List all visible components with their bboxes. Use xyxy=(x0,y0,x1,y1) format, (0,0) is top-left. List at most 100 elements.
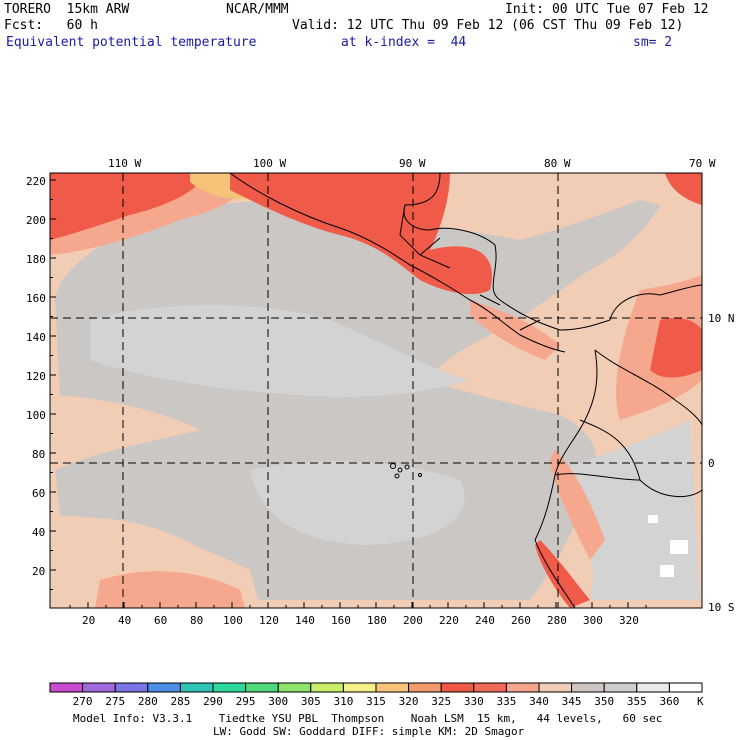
salmon-region-andes xyxy=(550,450,605,560)
white-patch xyxy=(648,515,658,523)
x-label: 20 xyxy=(82,614,96,627)
colorbar-swatch xyxy=(245,682,279,693)
colorbar-level-label: 335 xyxy=(496,695,517,708)
salmon-band xyxy=(95,571,245,608)
field-name: Equivalent potential temperature xyxy=(6,35,257,50)
colorbar-level-label: 305 xyxy=(300,695,321,708)
colorbar xyxy=(49,682,703,693)
x-label: 160 xyxy=(331,614,351,627)
border-lines-sa xyxy=(554,349,702,498)
colorbar-level-label: 330 xyxy=(463,695,484,708)
colorbar-swatch xyxy=(212,682,247,693)
colorbar-level-label: 285 xyxy=(170,695,191,708)
red-region-mx xyxy=(230,173,492,295)
y-label: 20 xyxy=(32,565,46,578)
colorbar-level-label: 360 xyxy=(659,695,680,708)
colorbar-swatch xyxy=(49,682,84,693)
y-label: 140 xyxy=(26,331,46,344)
x-label: 60 xyxy=(154,614,168,627)
x-label: 120 xyxy=(259,614,279,627)
graticule xyxy=(50,173,702,608)
colorbar-swatch xyxy=(440,682,475,693)
y-label: 160 xyxy=(26,292,46,305)
x-label: 260 xyxy=(511,614,531,627)
lat-label-10s: 10 S xyxy=(708,601,735,614)
smoothing-info: sm= 2 xyxy=(633,35,673,50)
galapagos-island xyxy=(397,467,403,473)
border-lines xyxy=(399,204,541,331)
colorbar-level-label: 280 xyxy=(137,695,158,708)
colorbar-swatch xyxy=(571,682,605,693)
lat-label-10n: 10 N xyxy=(708,312,735,325)
colorbar-swatch xyxy=(179,682,214,693)
lon-label-70w: 70 W xyxy=(689,157,716,170)
colorbar-swatch xyxy=(636,682,670,693)
lightgray-region xyxy=(250,461,465,545)
y-label: 220 xyxy=(26,175,46,188)
galapagos-island xyxy=(394,473,400,479)
colorbar-level-label: 345 xyxy=(561,695,582,708)
red-region-ne xyxy=(665,173,702,205)
colorbar-unit: K xyxy=(697,695,704,708)
x-label: 200 xyxy=(403,614,423,627)
lightgray-region xyxy=(90,305,470,397)
colorbar-level-label: 310 xyxy=(333,695,354,708)
colorbar-swatch xyxy=(147,682,181,693)
x-label: 280 xyxy=(547,614,567,627)
y-label: 100 xyxy=(26,409,46,422)
white-patch xyxy=(670,540,688,554)
colorbar-swatch xyxy=(408,682,442,693)
x-label: 320 xyxy=(619,614,639,627)
colorbar-swatch xyxy=(310,682,344,693)
colorbar-swatch xyxy=(114,682,149,693)
galapagos-island xyxy=(418,473,422,477)
colorbar-level-label: 355 xyxy=(626,695,647,708)
valid-time: Valid: 12 UTC Thu 09 Feb 12 (06 CST Thu … xyxy=(292,18,684,33)
galapagos-island xyxy=(404,464,410,470)
colorbar-level-label: 350 xyxy=(594,695,615,708)
colorbar-level-label: 295 xyxy=(235,695,256,708)
colorbar-swatch xyxy=(668,682,703,693)
colorbar-swatch xyxy=(473,682,507,693)
y-label: 60 xyxy=(32,487,46,500)
lat-label-0: 0 xyxy=(708,457,715,470)
colorbar-level-label: 290 xyxy=(203,695,223,708)
init-time: Init: 00 UTC Tue 07 Feb 12 xyxy=(505,2,709,17)
y-label: 180 xyxy=(26,253,46,266)
red-region-nw xyxy=(50,173,205,240)
colorbar-swatch xyxy=(342,682,377,693)
colorbar-swatch xyxy=(375,682,410,693)
y-label: 120 xyxy=(26,370,46,383)
colorbar-level-label: 320 xyxy=(398,695,419,708)
x-label: 80 xyxy=(190,614,204,627)
colorbar-level-label: 315 xyxy=(366,695,386,708)
x-label: 240 xyxy=(475,614,495,627)
colorbar-level-label: 275 xyxy=(105,695,126,708)
gray-region xyxy=(55,200,660,600)
lon-label-80w: 80 W xyxy=(544,157,571,170)
colorbar-swatch xyxy=(538,682,573,693)
colorbar-swatch xyxy=(505,682,540,693)
center-name: NCAR/MMM xyxy=(226,2,289,17)
y-label: 80 xyxy=(32,448,46,461)
red-region-peru xyxy=(535,540,590,608)
colorbar-level-label: 325 xyxy=(431,695,452,708)
x-label: 300 xyxy=(583,614,603,627)
x-label: 40 xyxy=(118,614,132,627)
white-patch xyxy=(660,565,674,577)
physics-info: LW: Godd SW: Goddard DIFF: simple KM: 2D… xyxy=(213,725,525,738)
level-info: at k-index = 44 xyxy=(341,35,467,50)
colorbar-swatch xyxy=(82,682,116,693)
x-label: 140 xyxy=(295,614,315,627)
red-region-sa xyxy=(650,318,702,378)
colorbar-level-label: 340 xyxy=(529,695,549,708)
y-label: 200 xyxy=(26,214,46,227)
forecast-hour: Fcst: 60 h xyxy=(4,18,98,33)
x-label: 220 xyxy=(439,614,459,627)
salmon-region-ca xyxy=(470,300,560,360)
lon-label-110w: 110 W xyxy=(108,157,142,170)
model-info: Model Info: V3.3.1 Tiedtke YSU PBL Thomp… xyxy=(73,712,663,725)
y-label: 40 xyxy=(32,526,46,539)
x-label: 180 xyxy=(367,614,387,627)
model-title: TORERO 15km ARW xyxy=(4,2,130,17)
